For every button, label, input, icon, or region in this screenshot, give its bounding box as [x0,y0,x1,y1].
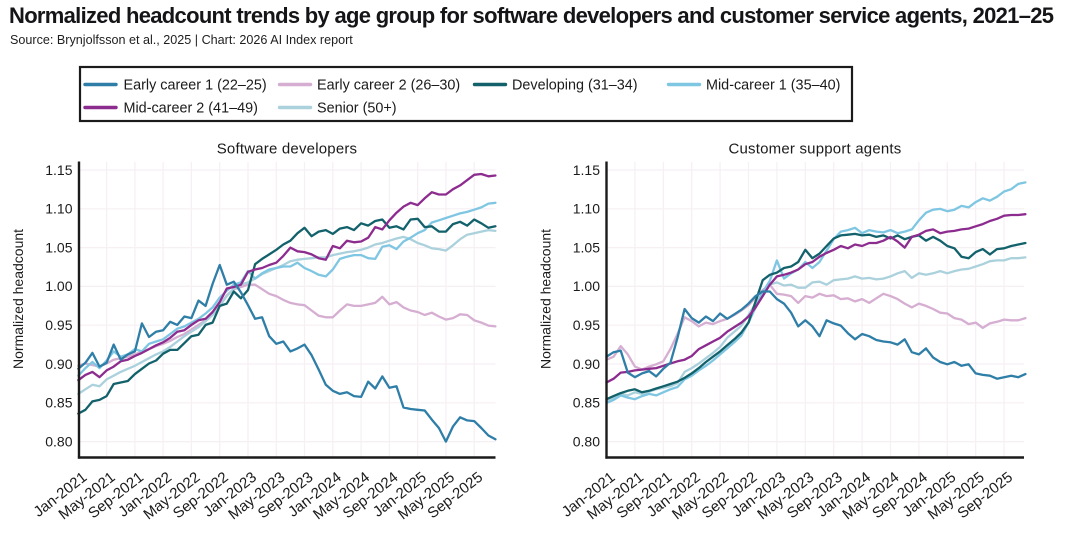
svg-text:0.85: 0.85 [573,395,600,411]
svg-text:Software developers: Software developers [217,141,358,158]
svg-text:0.80: 0.80 [573,433,600,449]
svg-text:0.85: 0.85 [45,395,72,411]
svg-text:Mid-career 1 (35–40): Mid-career 1 (35–40) [706,77,840,93]
svg-text:Early career 1 (22–25): Early career 1 (22–25) [124,77,267,93]
svg-text:1.10: 1.10 [573,201,600,217]
svg-text:Customer support agents: Customer support agents [728,141,901,158]
svg-text:1.00: 1.00 [45,278,72,294]
svg-text:Normalized headcount: Normalized headcount [10,229,26,369]
svg-text:1.15: 1.15 [45,162,72,178]
svg-text:Normalized headcount: Normalized headcount [538,229,554,369]
svg-text:0.90: 0.90 [45,356,72,372]
svg-text:Developing (31–34): Developing (31–34) [512,77,638,93]
svg-text:0.90: 0.90 [573,356,600,372]
svg-text:Mid-career 2 (41–49): Mid-career 2 (41–49) [124,100,258,116]
svg-text:0.95: 0.95 [573,317,600,333]
svg-text:1.15: 1.15 [573,162,600,178]
svg-text:1.10: 1.10 [45,201,72,217]
svg-text:1.00: 1.00 [573,278,600,294]
svg-text:0.95: 0.95 [45,317,72,333]
svg-text:1.05: 1.05 [573,239,600,255]
svg-text:Early career 2 (26–30): Early career 2 (26–30) [317,77,460,93]
svg-text:Senior (50+): Senior (50+) [317,100,397,116]
svg-text:1.05: 1.05 [45,239,72,255]
svg-text:0.80: 0.80 [45,433,72,449]
